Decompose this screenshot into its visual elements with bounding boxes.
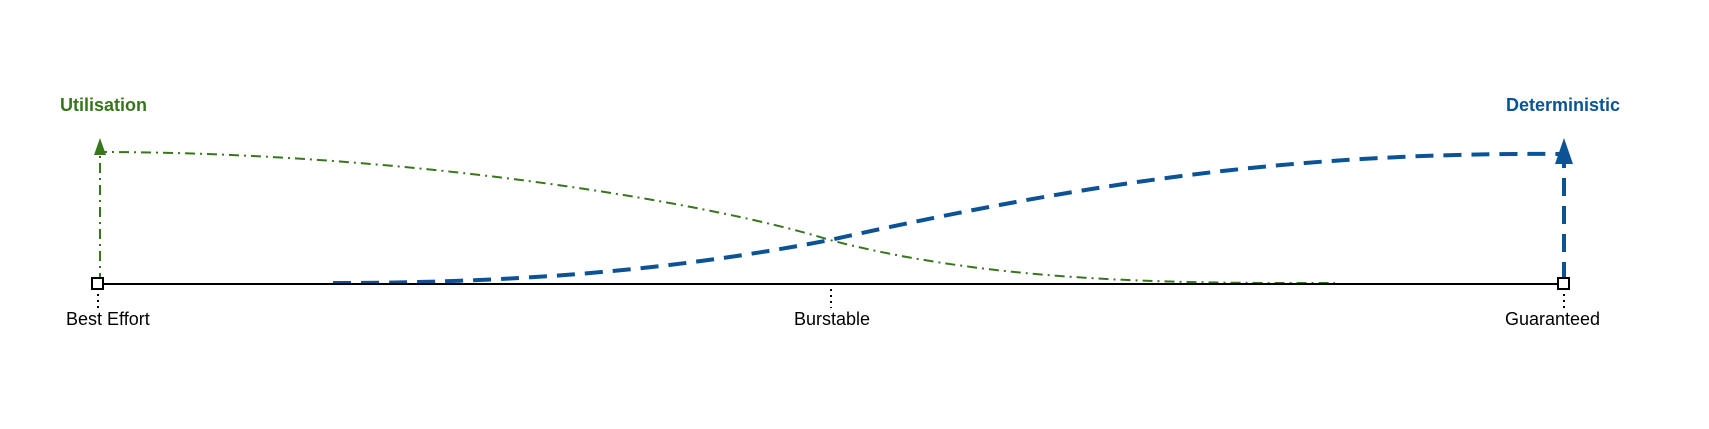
guaranteed-marker — [1557, 277, 1570, 290]
utilisation-curve — [96, 151, 1336, 285]
utilisation-arrow-icon — [94, 138, 106, 155]
burstable-label: Burstable — [794, 309, 870, 329]
deterministic-curve — [332, 151, 1566, 285]
guaranteed-label: Guaranteed — [1505, 309, 1600, 329]
best-effort-marker — [91, 277, 104, 290]
utilisation-label: Utilisation — [60, 95, 147, 115]
deterministic-arrow-icon — [1555, 138, 1573, 164]
best-effort-label: Best Effort — [66, 309, 150, 329]
deterministic-label: Deterministic — [1506, 95, 1620, 115]
